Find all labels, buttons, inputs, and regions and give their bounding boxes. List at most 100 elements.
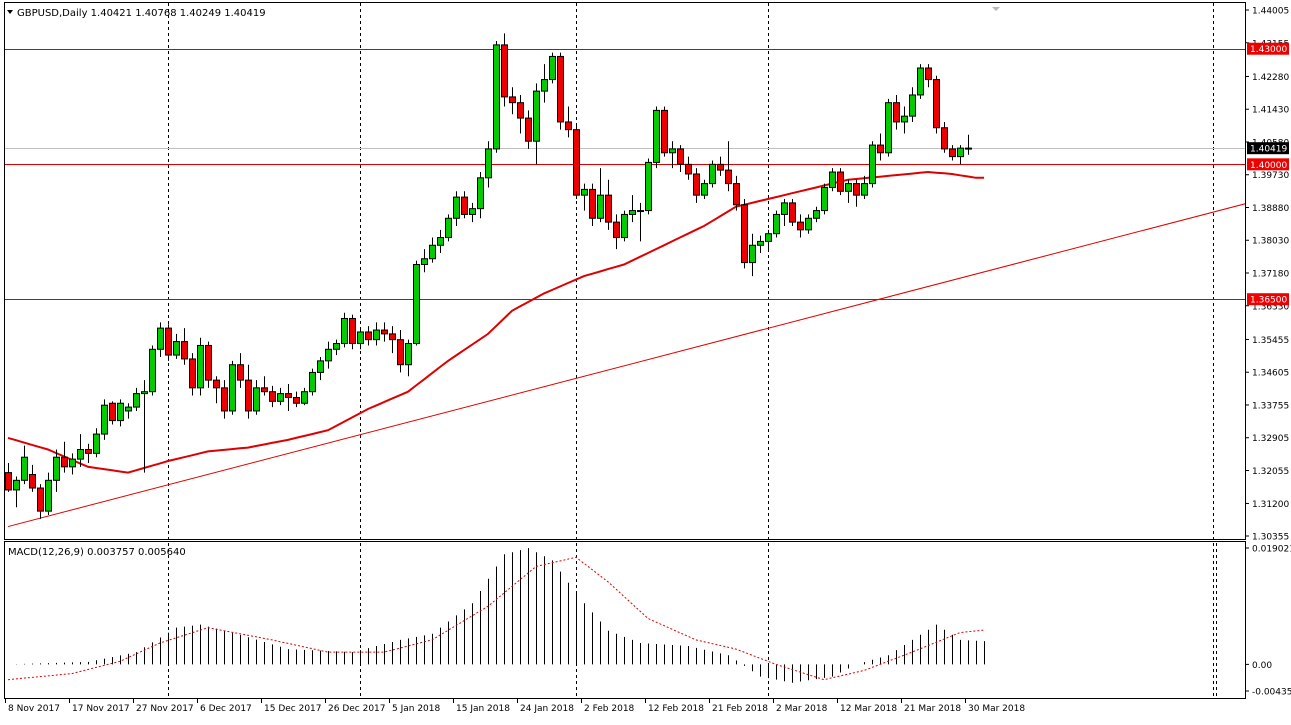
candle-body-down [293,396,300,404]
chart-layer: 1.440051.431551.422801.414301.405801.397… [5,3,1291,714]
candle [549,52,556,84]
candle-body-down [285,393,292,398]
price-tick-label: 1.35455 [1252,336,1289,346]
price-tick-label: 1.30355 [1252,533,1289,543]
candle-body-down [189,358,196,389]
candle [645,158,652,215]
level-price-tag-label: 1.43000 [1250,45,1287,55]
candle [189,353,196,396]
candle-body-up [653,109,660,163]
candle [557,52,564,130]
candle [493,41,500,153]
candle-body-down [925,67,932,81]
macd-tick-label: -0.004351 [1252,688,1291,698]
candle-body-down [261,387,268,393]
candle-body-up [437,237,444,246]
time-tick-label: 5 Jan 2018 [392,704,440,714]
candle-body-down [461,196,468,215]
candle-body-up [645,161,652,212]
candle-body-down [237,364,244,381]
price-tick-label: 1.44005 [1252,7,1289,17]
candle [669,141,676,169]
candle [813,206,820,223]
current-price-tag [1247,142,1289,155]
candle [141,380,148,473]
candle-body-up [141,391,148,395]
shift-marker-icon[interactable] [992,7,1000,11]
candle [949,145,956,161]
candle-body-up [373,329,380,341]
candle-body-down [589,188,596,219]
price-tick-label: 1.31200 [1252,500,1289,510]
moving-average-line [7,170,984,474]
candle-body-up [333,343,340,350]
candle-body-up [533,90,540,142]
candle [901,106,908,134]
candle-body-up [701,183,708,196]
candle-body-up [597,194,604,219]
candle [917,64,924,99]
candle-body-down [893,102,900,123]
candle [133,387,140,411]
time-tick-label: 12 Feb 2018 [648,704,704,714]
price-tick-label: 1.32055 [1252,467,1289,477]
candle-body-down [661,109,668,154]
candle [445,214,452,242]
symbol-menu-icon[interactable] [7,10,13,14]
candle [701,179,708,200]
candle [525,110,532,149]
candle [869,141,876,188]
price-tick-label: 1.37180 [1252,270,1289,280]
candle [437,229,444,253]
candle-body-down [789,202,796,223]
candle [301,387,308,406]
candle-body-down [269,391,276,402]
candle-body-up [301,391,308,404]
candle [941,121,948,153]
price-tick-label: 1.38030 [1252,237,1289,247]
candle [205,341,212,388]
time-tick-label: 2 Mar 2018 [776,704,828,714]
candle-body-up [821,186,828,212]
candle [245,364,252,419]
macd-plot-frame [4,541,1246,699]
candle-body-up [341,317,348,345]
candle-body-up [101,404,108,435]
candle [741,199,748,269]
candle-body-up [453,196,460,219]
candle-body-up [125,406,132,412]
candle-body-up [869,144,876,185]
candle-body-down [349,317,356,345]
candle-body-down [605,194,612,223]
candle [853,179,860,207]
price-tick-label: 1.41430 [1252,106,1289,116]
time-tick-label: 12 Mar 2018 [840,704,897,714]
candle [117,399,124,427]
candle-body-up [709,163,716,185]
candle-body-up [885,102,892,154]
candle [589,183,596,226]
candle-body-up [541,79,548,92]
candle [845,179,852,203]
time-tick-label: 15 Jan 2018 [456,704,510,714]
candle-body-down [397,339,404,366]
candle-body-down [525,117,532,142]
candle-body-up [757,240,764,246]
candle-body-up [669,148,676,154]
price-tick-label: 1.33755 [1252,401,1289,411]
macd-signal-line [7,556,985,681]
candle [37,484,44,519]
price-axis: 1.440051.431551.422801.414301.405801.397… [1245,7,1289,543]
candle [957,145,964,165]
candle [541,64,548,103]
candle [621,210,628,242]
time-tick-label: 6 Dec 2017 [200,704,252,714]
candle-body-up [781,202,788,215]
candle-body-up [637,210,644,213]
candle-body-down [85,448,92,454]
candle [125,403,132,419]
candle [925,64,932,88]
candle [229,360,236,415]
